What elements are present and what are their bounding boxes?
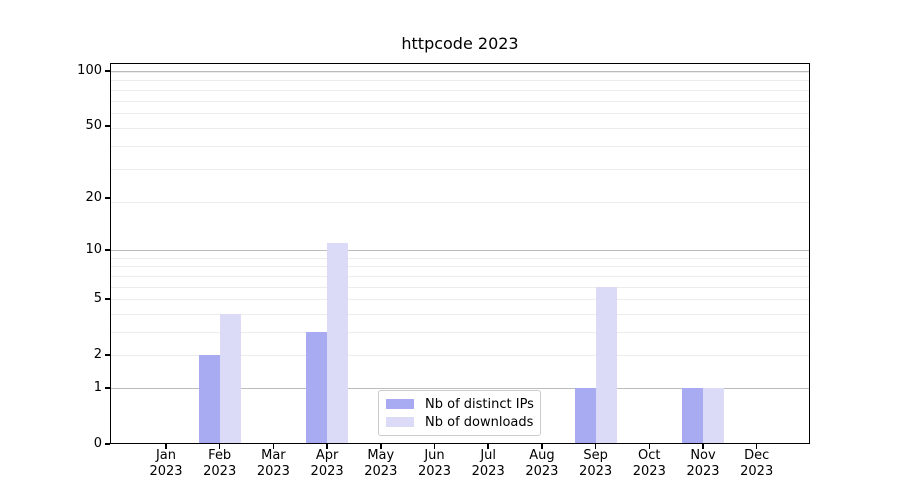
y-tick-mark: [105, 125, 110, 127]
x-tick-label-apr: Apr 2023: [310, 448, 344, 479]
y-tick-mark: [105, 298, 110, 300]
legend-label-downloads: Nb of downloads: [425, 414, 534, 430]
legend-label-distinct-ips: Nb of distinct IPs: [425, 396, 534, 412]
x-tick-mark: [272, 444, 275, 449]
x-tick-mark: [380, 444, 382, 449]
y-tick-label: 20: [85, 189, 102, 205]
y-tick-mark: [105, 354, 110, 356]
minor-gridline: [110, 266, 810, 268]
y-tick-label: 5: [93, 291, 102, 307]
x-tick-label-jan: Jan 2023: [149, 448, 183, 479]
x-tick-label-may: May 2023: [364, 448, 398, 479]
legend-swatch-distinct-ips: [386, 399, 414, 409]
chart-title: httpcode 2023: [401, 34, 519, 53]
x-tick-mark: [755, 444, 758, 449]
minor-gridline: [110, 100, 810, 102]
x-tick-label-aug: Aug 2023: [525, 448, 559, 479]
minor-gridline: [110, 127, 810, 129]
bar-ips-nov: [682, 387, 703, 444]
x-tick-label-jul: Jul 2023: [471, 448, 505, 479]
y-tick-label: 50: [85, 118, 102, 134]
y-tick-mark: [105, 249, 110, 251]
minor-gridline: [110, 113, 810, 115]
bar-downloads-sep: [595, 286, 617, 444]
y-tick-label: 1: [93, 379, 102, 395]
x-tick-mark: [541, 444, 543, 449]
y-tick-mark: [105, 197, 110, 199]
bar-downloads-nov: [703, 387, 724, 444]
bar-downloads-apr: [327, 243, 349, 444]
legend-swatch-downloads: [386, 417, 414, 427]
x-tick-mark: [702, 444, 704, 449]
legend-item-distinct-ips: Nb of distinct IPs: [386, 396, 534, 412]
minor-gridline: [110, 286, 810, 288]
minor-gridline: [110, 299, 810, 301]
y-tick-mark: [105, 387, 110, 389]
x-tick-mark: [326, 444, 328, 449]
x-tick-mark: [648, 444, 651, 449]
x-tick-label-jun: Jun 2023: [417, 448, 452, 479]
minor-gridline: [110, 201, 810, 203]
minor-gridline: [110, 145, 810, 147]
y-tick-label: 100: [77, 62, 102, 78]
x-tick-label-dec: Dec 2023: [740, 448, 774, 479]
x-tick-mark: [594, 444, 597, 449]
bar-ips-feb: [198, 355, 220, 444]
y-tick-label: 2: [93, 347, 102, 363]
plot-area: [110, 63, 810, 444]
minor-gridline: [110, 169, 810, 171]
minor-gridline: [110, 313, 810, 315]
x-tick-mark: [218, 444, 221, 449]
bar-ips-sep: [574, 387, 596, 444]
x-tick-label-feb: Feb 2023: [203, 448, 237, 479]
minor-gridline: [110, 80, 810, 82]
bar-ips-apr: [306, 331, 328, 444]
major-gridline: [110, 387, 810, 389]
x-tick-mark: [433, 444, 436, 449]
legend: Nb of distinct IPs Nb of downloads: [378, 390, 541, 436]
y-tick-mark: [105, 443, 110, 445]
major-gridline: [110, 70, 810, 72]
x-tick-label-oct: Oct 2023: [632, 448, 666, 479]
y-tick-mark: [105, 70, 110, 72]
minor-gridline: [110, 355, 810, 357]
x-tick-label-mar: Mar 2023: [256, 448, 290, 479]
legend-item-downloads: Nb of downloads: [386, 415, 533, 430]
major-gridline: [110, 250, 810, 252]
minor-gridline: [110, 71, 810, 73]
minor-gridline: [110, 89, 810, 91]
x-tick-mark: [487, 444, 489, 449]
bar-downloads-feb: [219, 313, 241, 444]
minor-gridline: [110, 331, 810, 333]
y-tick-label: 0: [93, 436, 102, 451]
minor-gridline: [110, 257, 810, 259]
x-tick-label-sep: Sep 2023: [579, 448, 613, 479]
x-tick-label-nov: Nov 2023: [686, 448, 720, 479]
y-tick-label: 10: [85, 242, 102, 258]
minor-gridline: [110, 275, 810, 277]
x-tick-mark: [165, 444, 167, 449]
